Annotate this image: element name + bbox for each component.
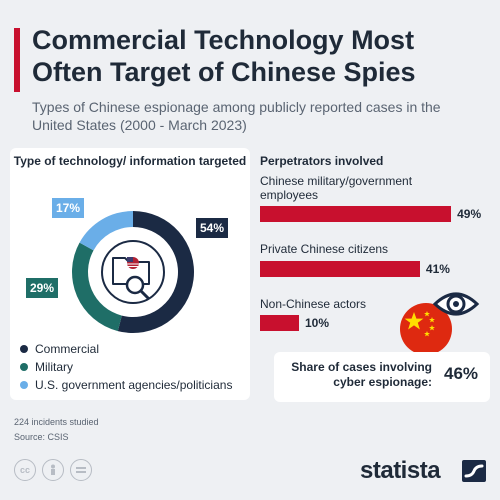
cc-icon[interactable]: cc — [14, 459, 36, 481]
eye-icon — [432, 292, 480, 316]
person-icon[interactable] — [42, 459, 64, 481]
legend-item-government: U.S. government agencies/politicians — [20, 376, 232, 394]
bar-private-citizens — [260, 261, 420, 277]
incidents-note: 224 incidents studied — [14, 417, 99, 427]
equals-icon[interactable] — [70, 459, 92, 481]
bar-chart-title: Perpetrators involved — [260, 154, 384, 168]
cyber-espionage-card — [274, 352, 490, 402]
bar-non-chinese-actors — [260, 315, 299, 331]
bar-value-non-chinese-actors: 10% — [305, 316, 330, 330]
bar-label-private-citizens: Private Chinese citizens — [260, 242, 389, 256]
cyber-espionage-label: Share of cases involving cyber espionage… — [291, 360, 432, 389]
legend-item-military: Military — [20, 358, 232, 376]
statista-logo-text[interactable]: statista — [360, 457, 441, 484]
legend-swatch-military — [20, 363, 28, 371]
bar-label-non-chinese-actors: Non-Chinese actors — [260, 297, 367, 311]
donut-segment-government — [79, 211, 133, 251]
page-title: Commercial Technology Most Often Target … — [32, 25, 416, 87]
legend-label-military: Military — [35, 360, 73, 374]
legend-label-commercial: Commercial — [35, 342, 100, 356]
title-accent-bar — [14, 28, 20, 92]
legend-item-commercial: Commercial — [20, 340, 232, 358]
donut-segment-commercial — [117, 211, 194, 333]
legend-label-government: U.S. government agencies/politicians — [35, 378, 233, 392]
folder-search-icon — [101, 240, 165, 304]
donut-segment-military — [71, 242, 122, 332]
cyber-espionage-value: 46% — [444, 364, 479, 383]
bar-value-government-employees: 49% — [457, 207, 482, 221]
statista-logo-icon[interactable] — [462, 460, 486, 482]
bar-label-government-employees: Chinese military/government employees — [260, 174, 413, 202]
military-percent-label: 29% — [26, 278, 59, 298]
source-note: Source: CSIS — [14, 432, 69, 442]
legend-swatch-commercial — [20, 345, 28, 353]
commercial-percent-label: 54% — [196, 218, 229, 238]
legend-swatch-government — [20, 381, 28, 389]
license-icons: cc — [14, 459, 92, 481]
government-percent-label: 17% — [52, 198, 85, 218]
page-subtitle: Types of Chinese espionage among publicl… — [32, 99, 441, 133]
bar-government-employees — [260, 206, 452, 222]
donut-legend: Commercial Military U.S. government agen… — [20, 340, 232, 394]
bar-value-private-citizens: 41% — [425, 262, 450, 276]
donut-chart-title: Type of technology/ information targeted — [13, 154, 247, 168]
